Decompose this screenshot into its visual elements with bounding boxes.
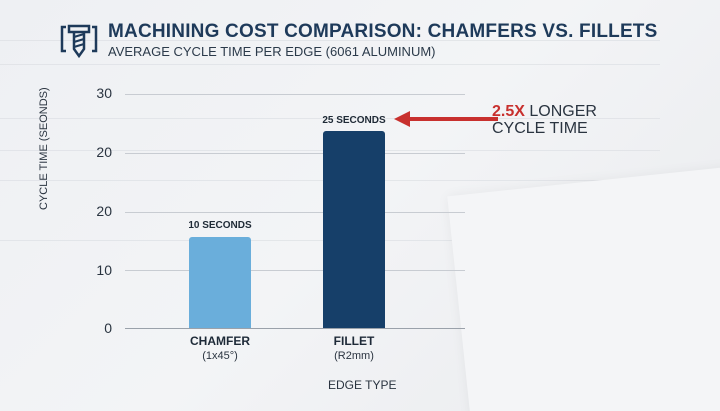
y-tick: 20 xyxy=(96,144,112,160)
end-mill-tool-icon xyxy=(60,24,98,59)
bar-fillet xyxy=(323,131,385,328)
plot-area: 10 SECONDS 25 SECONDS xyxy=(125,94,465,329)
category-fillet: FILLET (R2mm) xyxy=(333,334,375,362)
bar-value-label: 10 SECONDS xyxy=(188,220,252,231)
chart-header: MACHINING COST COMPARISON: CHAMFERS VS. … xyxy=(60,22,658,60)
chart-subtitle: AVERAGE CYCLE TIME PER EDGE (6061 ALUMIN… xyxy=(108,44,436,59)
y-tick: 20 xyxy=(96,203,112,219)
y-tick: 10 xyxy=(96,262,112,278)
category-chamfer: CHAMFER (1x45°) xyxy=(190,334,250,362)
y-tick: 30 xyxy=(96,85,112,101)
annotation: 2.5X LONGER CYCLE TIME xyxy=(492,103,597,137)
annotation-highlight: 2.5X xyxy=(492,103,525,120)
x-axis-label: EDGE TYPE xyxy=(328,378,397,392)
y-axis-label: CYCLE TIME (SEONDS) xyxy=(38,87,50,210)
bar-value-label: 25 SECONDS xyxy=(322,115,386,126)
arrow-left-icon xyxy=(394,111,498,127)
bar-chamfer xyxy=(189,237,251,328)
chart-title: MACHINING COST COMPARISON: CHAMFERS VS. … xyxy=(108,21,658,42)
y-tick: 0 xyxy=(104,320,112,336)
